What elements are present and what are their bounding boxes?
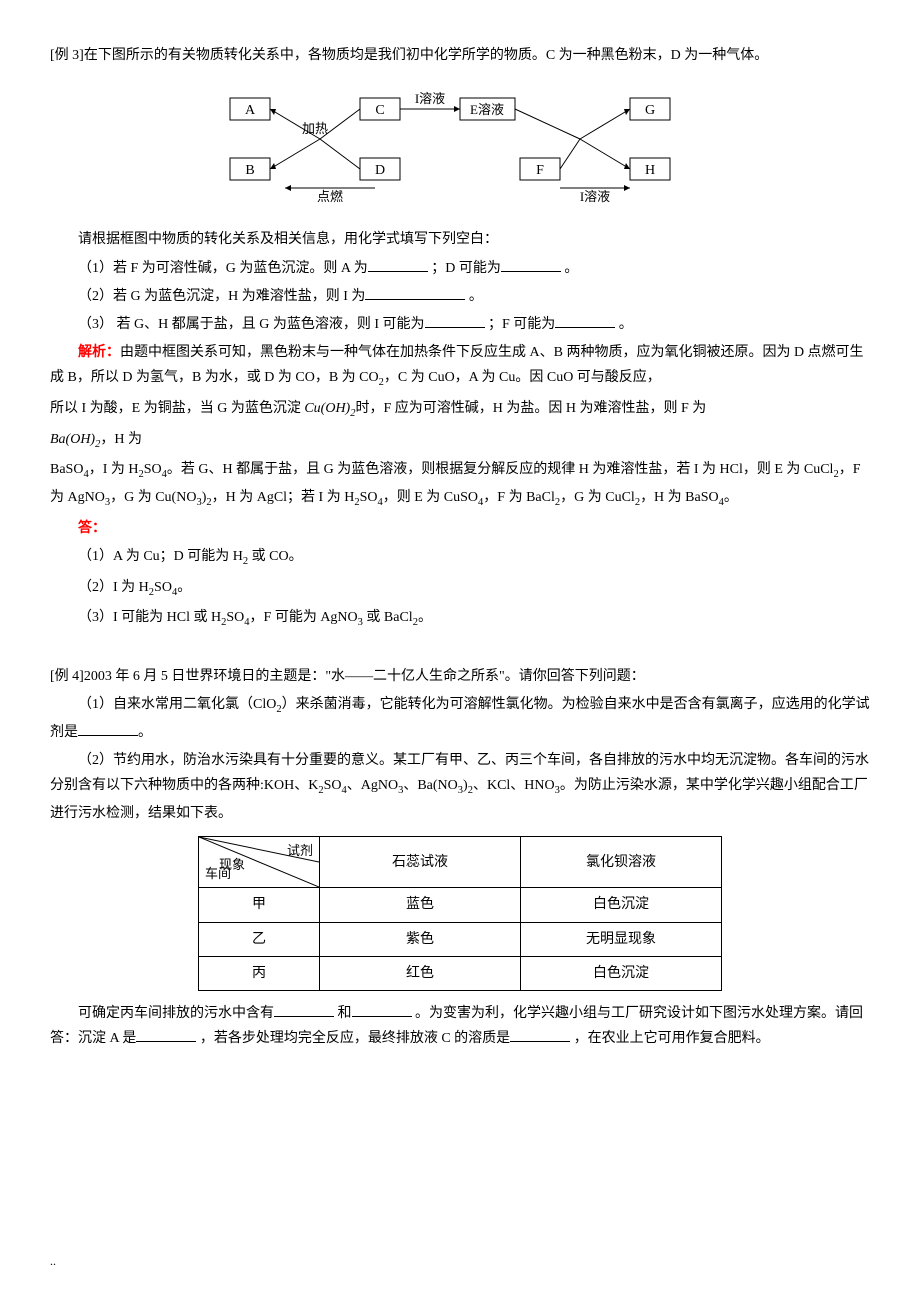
ex4-title: [例 4]2003 年 6 月 5 日世界环境日的主题是："水——二十亿人生命之… [50,664,870,689]
svg-text:G: G [645,103,655,118]
table-cell: 甲 [199,888,320,922]
analysis-text: ，I 为 H [89,462,139,477]
q2-text: 、KCl、HNO [473,778,555,793]
table-cell: 红色 [320,956,521,990]
table-cell: 无明显现象 [521,922,722,956]
analysis-text: 时，F 应为可溶性碱，H 为盐。因 H 为难溶性盐，则 F 为 [355,401,706,416]
ex4-q2: （2）节约用水，防治水污染具有十分重要的意义。某工厂有甲、乙、丙三个车间，各自排… [50,748,870,826]
svg-text:E溶液: E溶液 [470,102,504,117]
q2-text-a: （2）若 G 为蓝色沉淀，H 为难溶性盐，则 I 为 [78,289,365,304]
analysis-text: ，G 为 CuCl [560,490,635,505]
analysis-text: ，C 为 CuO，A 为 Cu。因 CuO 可与酸反应， [384,370,661,385]
q2-text: 、AgNO [347,778,398,793]
table-row: 丙 红色 白色沉淀 [199,956,722,990]
blank-field[interactable] [425,313,485,328]
ex4-post: 可确定丙车间排放的污水中含有 和 。为变害为利，化学兴趣小组与工厂研究设计如下图… [50,1001,870,1051]
table-cell: 乙 [199,922,320,956]
formula-cuoh2: Cu(OH)2 [304,401,355,416]
svg-text:I溶液: I溶液 [580,189,610,203]
q2-text: SO [324,778,342,793]
svg-text:F: F [536,163,544,178]
ex3-diagram: A B C D 加热 点燃 I溶液 E溶液 F G H I溶液 [50,83,870,212]
svg-text:C: C [375,103,384,118]
table-row: 乙 紫色 无明显现象 [199,922,722,956]
post-text: 可确定丙车间排放的污水中含有 [78,1006,274,1021]
blank-field[interactable] [368,257,428,272]
analysis-text: 。 [724,490,738,505]
blank-field[interactable] [78,721,138,736]
ex3-a3: （3）I 可能为 HCl 或 H2SO4，F 可能为 AgNO3 或 BaCl2… [50,605,870,633]
q1-text-b: ；D 可能为 [431,261,501,276]
q3-text-b: ；F 可能为 [488,317,555,332]
post-text: ，若各步处理均完全反应，最终排放液 C 的溶质是 [200,1031,510,1046]
analysis-label: 解析： [78,345,120,360]
analysis-text: ，H 为 [100,432,142,447]
blank-field[interactable] [510,1027,570,1042]
ex3-analysis-p2: 所以 I 为酸，E 为铜盐，当 G 为蓝色沉淀 Cu(OH)2时，F 应为可溶性… [50,396,870,424]
table-cell: 白色沉淀 [521,888,722,922]
detection-table: 试剂 现象 车间 石蕊试液 氯化钡溶液 甲 蓝色 白色沉淀 乙 紫色 无明显现象… [198,836,722,991]
svg-text:加热: 加热 [302,121,328,136]
ex3-analysis-p1: 解析：由题中框图关系可知，黑色粉末与一种气体在加热条件下反应生成 A、B 两种物… [50,340,870,393]
formula-baoh2: Ba(OH)2 [50,432,100,447]
analysis-text: 所以 I 为酸，E 为铜盐，当 G 为蓝色沉淀 [50,401,301,416]
q1-text: （1）自来水常用二氧化氯（ClO [78,697,276,712]
answer-label: 答： [78,521,106,536]
table-cell: 蓝色 [320,888,521,922]
svg-text:A: A [245,103,256,118]
analysis-text: SO [144,462,162,477]
analysis-text: ，则 E 为 CuSO [383,490,478,505]
ex3-q2: （2）若 G 为蓝色沉淀，H 为难溶性盐，则 I 为 。 [50,284,870,309]
svg-text:点燃: 点燃 [317,189,343,203]
svg-text:B: B [245,163,254,178]
q1-text-a: （1）若 F 为可溶性碱，G 为蓝色沉淀。则 A 为 [78,261,368,276]
table-cell: 丙 [199,956,320,990]
q2-text-b: 。 [469,289,483,304]
ex3-a2: （2）I 为 H2SO4。 [50,575,870,603]
analysis-text: ，H 为 AgCl；若 I 为 H [212,490,355,505]
ex3-a1: （1）A 为 Cu；D 可能为 H2 或 CO。 [50,544,870,572]
footer-dots: .. [50,1251,870,1273]
diag-top: 试剂 [287,839,313,862]
ex3-intro: 请根据框图中物质的转化关系及相关信息，用化学式填写下列空白： [50,227,870,252]
ex3-analysis-p4: BaSO4，I 为 H2SO4。若 G、H 都属于盐，且 G 为蓝色溶液，则根据… [50,457,870,512]
post-text: 和 [338,1006,352,1021]
blank-field[interactable] [555,313,615,328]
q2-text: 、Ba(NO [403,778,457,793]
table-header: 氯化钡溶液 [521,837,722,888]
analysis-text: 。若 G、H 都属于盐，且 G 为蓝色溶液，则根据复分解反应的规律 H 为难溶性… [167,462,834,477]
svg-text:H: H [645,163,655,178]
analysis-text: BaSO [50,462,83,477]
blank-field[interactable] [136,1027,196,1042]
q1-text: 。 [138,725,152,740]
analysis-text: SO [360,490,378,505]
svg-text:I溶液: I溶液 [415,91,445,106]
svg-text:D: D [375,163,385,178]
q1-text-c: 。 [564,261,578,276]
table-cell: 紫色 [320,922,521,956]
analysis-text: ，H 为 BaSO [640,490,719,505]
blank-field[interactable] [274,1002,334,1017]
table-header-diag: 试剂 现象 车间 [199,837,320,888]
post-text: ，在农业上它可用作复合肥料。 [574,1031,770,1046]
ex3-q1: （1）若 F 为可溶性碱，G 为蓝色沉淀。则 A 为 ；D 可能为 。 [50,256,870,281]
diag-bot: 车间 [205,862,231,885]
table-header: 石蕊试液 [320,837,521,888]
blank-field[interactable] [352,1002,412,1017]
table-cell: 白色沉淀 [521,956,722,990]
blank-field[interactable] [365,285,465,300]
blank-field[interactable] [501,257,561,272]
analysis-text: ，G 为 Cu(NO [110,490,196,505]
q3-text-c: 。 [619,317,633,332]
q3-text-a: （3） 若 G、H 都属于盐，且 G 为蓝色溶液，则 I 可能为 [78,317,425,332]
table-row: 甲 蓝色 白色沉淀 [199,888,722,922]
flow-diagram: A B C D 加热 点燃 I溶液 E溶液 F G H I溶液 [210,83,710,203]
analysis-text: ，F 为 BaCl [483,490,555,505]
ex4-q1: （1）自来水常用二氧化氯（ClO2）来杀菌消毒，它能转化为可溶解性氯化物。为检验… [50,692,870,745]
ex3-title: [例 3]在下图所示的有关物质转化关系中，各物质均是我们初中化学所学的物质。C … [50,43,870,68]
ex3-analysis-p3: Ba(OH)2，H 为 [50,427,870,455]
ex3-q3: （3） 若 G、H 都属于盐，且 G 为蓝色溶液，则 I 可能为 ；F 可能为 … [50,312,870,337]
